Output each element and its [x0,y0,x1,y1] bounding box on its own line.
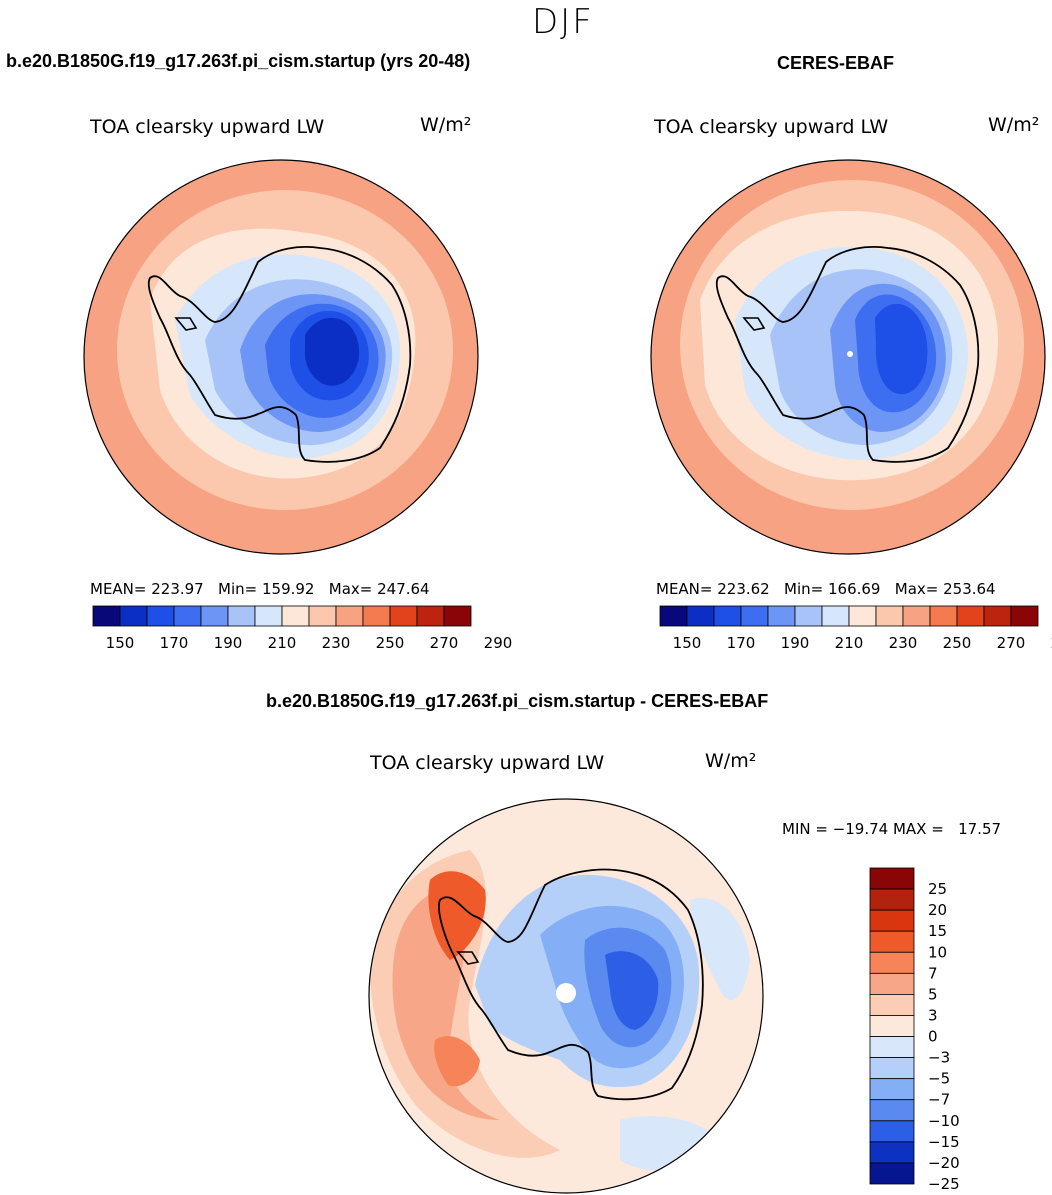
colorbar-left-swatch [200,605,229,627]
colorbar-left-tick-label: 170 [160,634,189,652]
colorbar-left-swatch [389,605,418,627]
obs-case-title: CERES-EBAF [777,53,895,73]
colorbar-left-swatch [92,605,121,627]
colorbar-right-swatch [794,605,823,627]
colorbar-left-swatch [362,605,391,627]
colorbar-left-tick-label: 290 [484,634,513,652]
colorbar-left-tick-label: 150 [106,634,135,652]
colorbar-difference-swatch [869,909,915,932]
season-title: DJF [532,2,594,42]
colorbar-difference-swatch [869,1141,915,1164]
colorbar-difference-tick-label: 7 [928,964,938,982]
units-label-diff: W/m² [705,750,757,772]
colorbar-right-swatch [983,605,1012,627]
map-border-left [83,159,479,555]
colorbar-difference-tick-label: −3 [928,1049,950,1067]
colorbar-right-swatch [821,605,850,627]
colorbar-left-swatch [119,605,148,627]
colorbar-right-tick-label: 190 [781,634,810,652]
colorbar-left-tick-label: 210 [268,634,297,652]
variable-label-left: TOA clearsky upward LW [90,116,325,138]
units-label-right: W/m² [988,114,1040,136]
colorbar-right-swatch [902,605,931,627]
colorbar-left-swatch [443,605,472,627]
colorbar-difference-swatch [869,867,915,890]
difference-title: b.e20.B1850G.f19_g17.263f.pi_cism.startu… [266,691,769,711]
colorbar-left: 150 170 190 210 230 250 270 290 [92,605,513,652]
colorbar-left-swatch [146,605,175,627]
colorbar-difference-swatch [869,1057,915,1080]
colorbar-difference-tick-label: −7 [928,1091,950,1109]
colorbar-right-swatch [713,605,742,627]
colorbar-right-swatch [875,605,904,627]
map-difference [369,799,763,1193]
map-observations [651,160,1045,554]
colorbar-right-tick-label: 250 [943,634,972,652]
colorbar-difference-swatch [869,930,915,953]
colorbar-left-swatch [254,605,283,627]
colorbar-right-tick-label: 210 [835,634,864,652]
colorbar-difference-swatch [869,1015,915,1037]
colorbar-left-tick-label: 190 [214,634,243,652]
variable-label-diff: TOA clearsky upward LW [370,752,605,774]
colorbar-difference-tick-label: −25 [928,1175,960,1193]
colorbar-right-swatch [686,605,715,627]
colorbar-difference-tick-label: −20 [928,1154,960,1172]
colorbar-right-swatch [956,605,985,627]
colorbar-difference-swatch [869,972,915,995]
colorbar-difference-swatch [869,1078,915,1101]
variable-label-right: TOA clearsky upward LW [654,116,889,138]
colorbar-difference-swatch [869,1120,915,1143]
map-border-right [650,159,1046,555]
colorbar-difference-tick-label: 15 [928,922,947,940]
colorbar-difference-tick-label: 0 [928,1028,938,1046]
units-label-left: W/m² [420,114,472,136]
colorbar-difference-swatch [869,1036,915,1058]
colorbar-left-tick-label: 250 [376,634,405,652]
colorbar-difference-tick-label: 25 [928,880,947,898]
colorbar-right-swatch [767,605,796,627]
colorbar-difference: 25 20 15 10 7 5 3 0 −3 −5 −7 −10 −15 −20 −25 [869,867,960,1193]
colorbar-left-swatch [335,605,364,627]
colorbar-right-swatch [848,605,877,627]
colorbar-difference-tick-label: −15 [928,1133,960,1151]
model-case-title: b.e20.B1850G.f19_g17.263f.pi_cism.startu… [6,51,471,71]
colorbar-difference-swatch [869,951,915,974]
colorbar-left-swatch [227,605,256,627]
map-border-difference [368,798,764,1194]
colorbar-difference-tick-label: −10 [928,1112,960,1130]
colorbar-difference-tick-label: 20 [928,901,947,919]
colorbar-right-tick-label: 150 [673,634,702,652]
colorbar-right-tick-label: 270 [997,634,1026,652]
colorbar-right: 150 170 190 210 230 250 270 290 [659,605,1052,652]
colorbar-left-swatch [281,605,310,627]
colorbar-right-swatch [740,605,769,627]
colorbar-right-tick-label: 170 [727,634,756,652]
colorbar-difference-swatch [869,994,915,1016]
colorbar-right-tick-label: 290 [1051,634,1052,652]
colorbar-left-tick-label: 270 [430,634,459,652]
colorbar-difference-tick-label: 10 [928,943,947,961]
colorbar-difference-swatch [869,888,915,911]
colorbar-left-tick-label: 230 [322,634,351,652]
map-model [84,160,478,554]
colorbar-left-swatch [173,605,202,627]
colorbar-difference-swatch [869,1162,915,1185]
colorbar-right-tick-label: 230 [889,634,918,652]
colorbar-left-swatch [308,605,337,627]
colorbar-right-swatch [929,605,958,627]
stats-right: MEAN= 223.62 Min= 166.69 Max= 253.64 [656,580,996,598]
diff-minmax: MIN = −19.74 MAX = 17.57 [782,820,1002,838]
colorbar-difference-swatch [869,1099,915,1122]
colorbar-right-swatch [659,605,688,627]
stats-left: MEAN= 223.97 Min= 159.92 Max= 247.64 [90,580,430,598]
colorbar-difference-tick-label: −5 [928,1070,950,1088]
colorbar-difference-tick-label: 3 [928,1006,938,1024]
colorbar-right-swatch [1010,605,1039,627]
colorbar-difference-tick-label: 5 [928,985,938,1003]
colorbar-left-swatch [416,605,445,627]
